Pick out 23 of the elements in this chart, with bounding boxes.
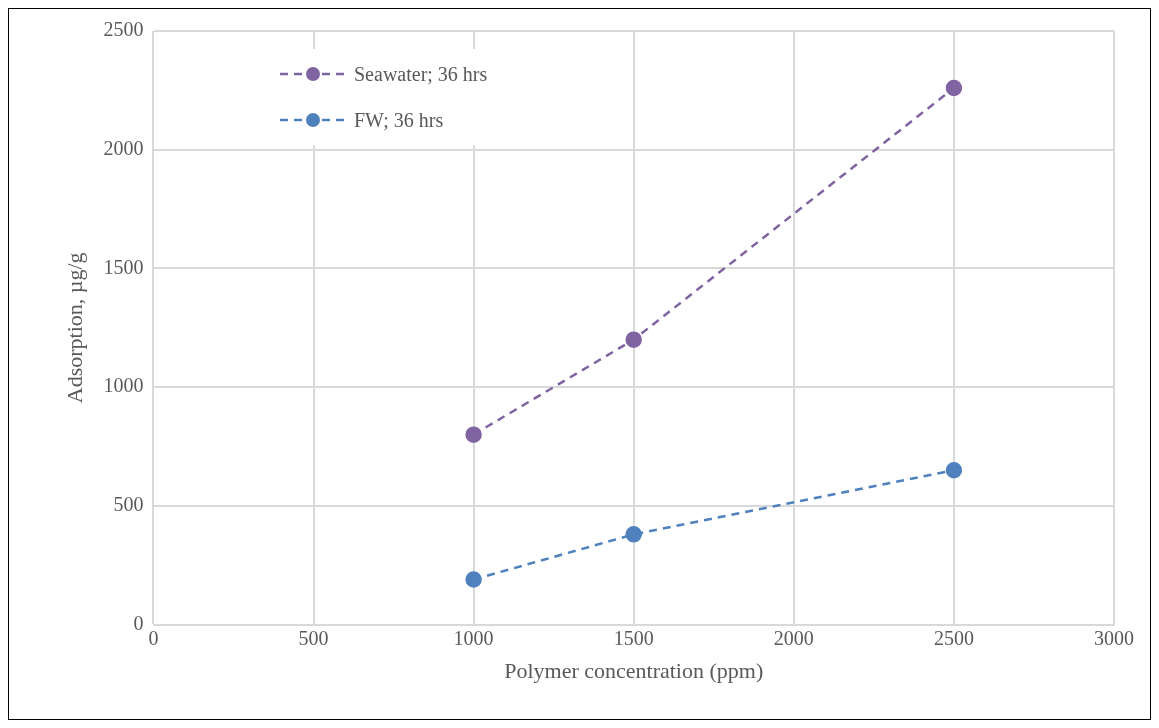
- point: [465, 571, 482, 588]
- y-tick-label: 500: [113, 493, 144, 516]
- point: [625, 526, 642, 543]
- y-tick-label: 2000: [103, 136, 144, 159]
- point: [945, 462, 963, 479]
- legend-label: FW; 36 hrs: [354, 108, 444, 132]
- point: [625, 331, 642, 348]
- x-tick-label: 1000: [453, 626, 494, 649]
- y-tick-label: 1500: [103, 255, 144, 278]
- x-tick-label: 3000: [1094, 626, 1134, 649]
- y-tick-label: 1000: [103, 374, 144, 397]
- x-tick-label: 0: [148, 626, 159, 649]
- x-tick-label: 500: [298, 626, 329, 649]
- point: [945, 79, 963, 97]
- x-axis-title: Polymer concentration (ppm): [504, 657, 764, 683]
- y-tick-label: 2500: [103, 18, 144, 41]
- x-tick-label: 2500: [933, 626, 974, 649]
- y-axis-title: Adsorption, µg/g: [61, 252, 87, 404]
- x-tick-label: 1500: [613, 626, 654, 649]
- x-tick-label: 2000: [773, 626, 814, 649]
- y-tick-label: 0: [133, 611, 144, 634]
- legend-label: Seawater; 36 hrs: [354, 62, 488, 86]
- point: [465, 426, 482, 443]
